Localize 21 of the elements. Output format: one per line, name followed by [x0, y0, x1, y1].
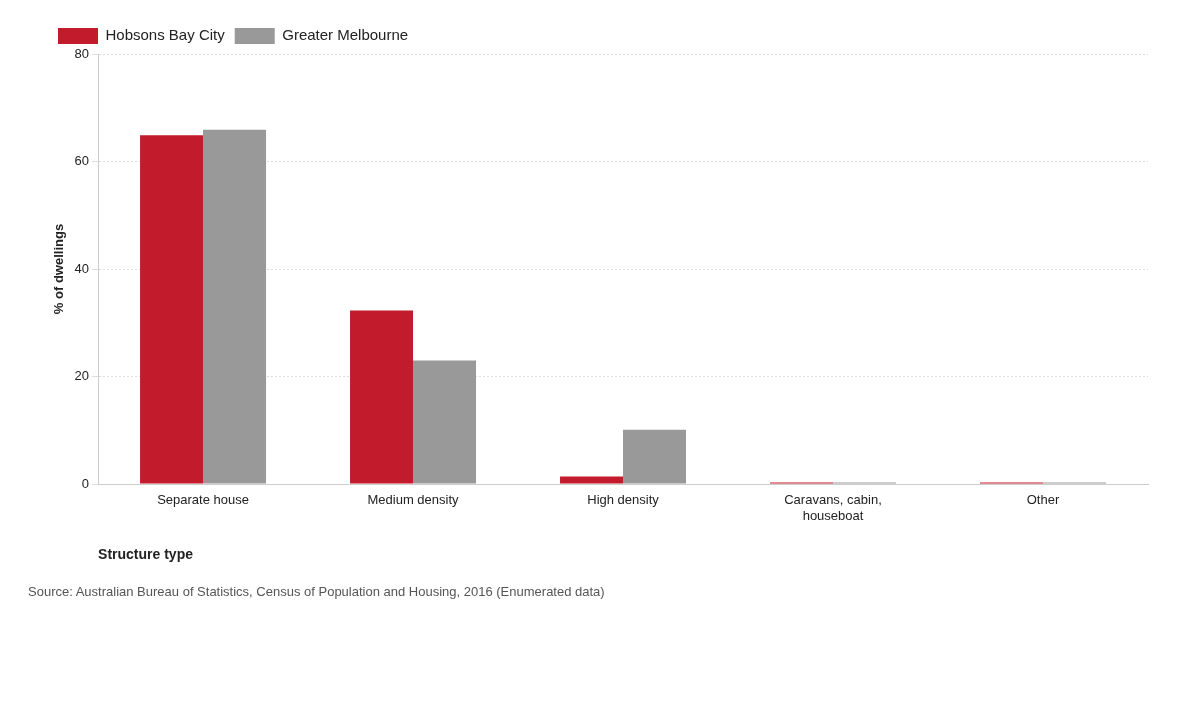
- bar: [350, 310, 414, 484]
- y-tick-label: 80: [74, 45, 90, 61]
- bar: [623, 429, 687, 484]
- legend-label: Greater Melbourne: [282, 26, 409, 44]
- x-tick-label: Other: [1026, 492, 1060, 508]
- x-tick-label: Caravans, cabin, houseboat: [784, 492, 882, 523]
- x-tick-label: High density: [587, 492, 660, 508]
- y-tick-label: 0: [81, 475, 90, 491]
- y-tick-label: 40: [74, 260, 90, 276]
- bar: [560, 476, 624, 484]
- y-axis-title: % of dwellings: [51, 223, 67, 315]
- x-tick-label: Separate house: [157, 492, 249, 508]
- source-note: Source: Australian Bureau of Statistics, Census of Population and Housing, 2016 (Enumerated data): [28, 584, 606, 599]
- bar: [203, 129, 267, 484]
- y-tick-label: 60: [74, 153, 90, 169]
- bar: [413, 360, 477, 484]
- y-tick-label: 20: [74, 368, 90, 384]
- x-tick-label: Medium density: [367, 492, 460, 508]
- bar: [140, 135, 204, 484]
- x-axis-title: Structure type: [98, 546, 194, 563]
- legend-label: Hobsons Bay City: [105, 26, 226, 44]
